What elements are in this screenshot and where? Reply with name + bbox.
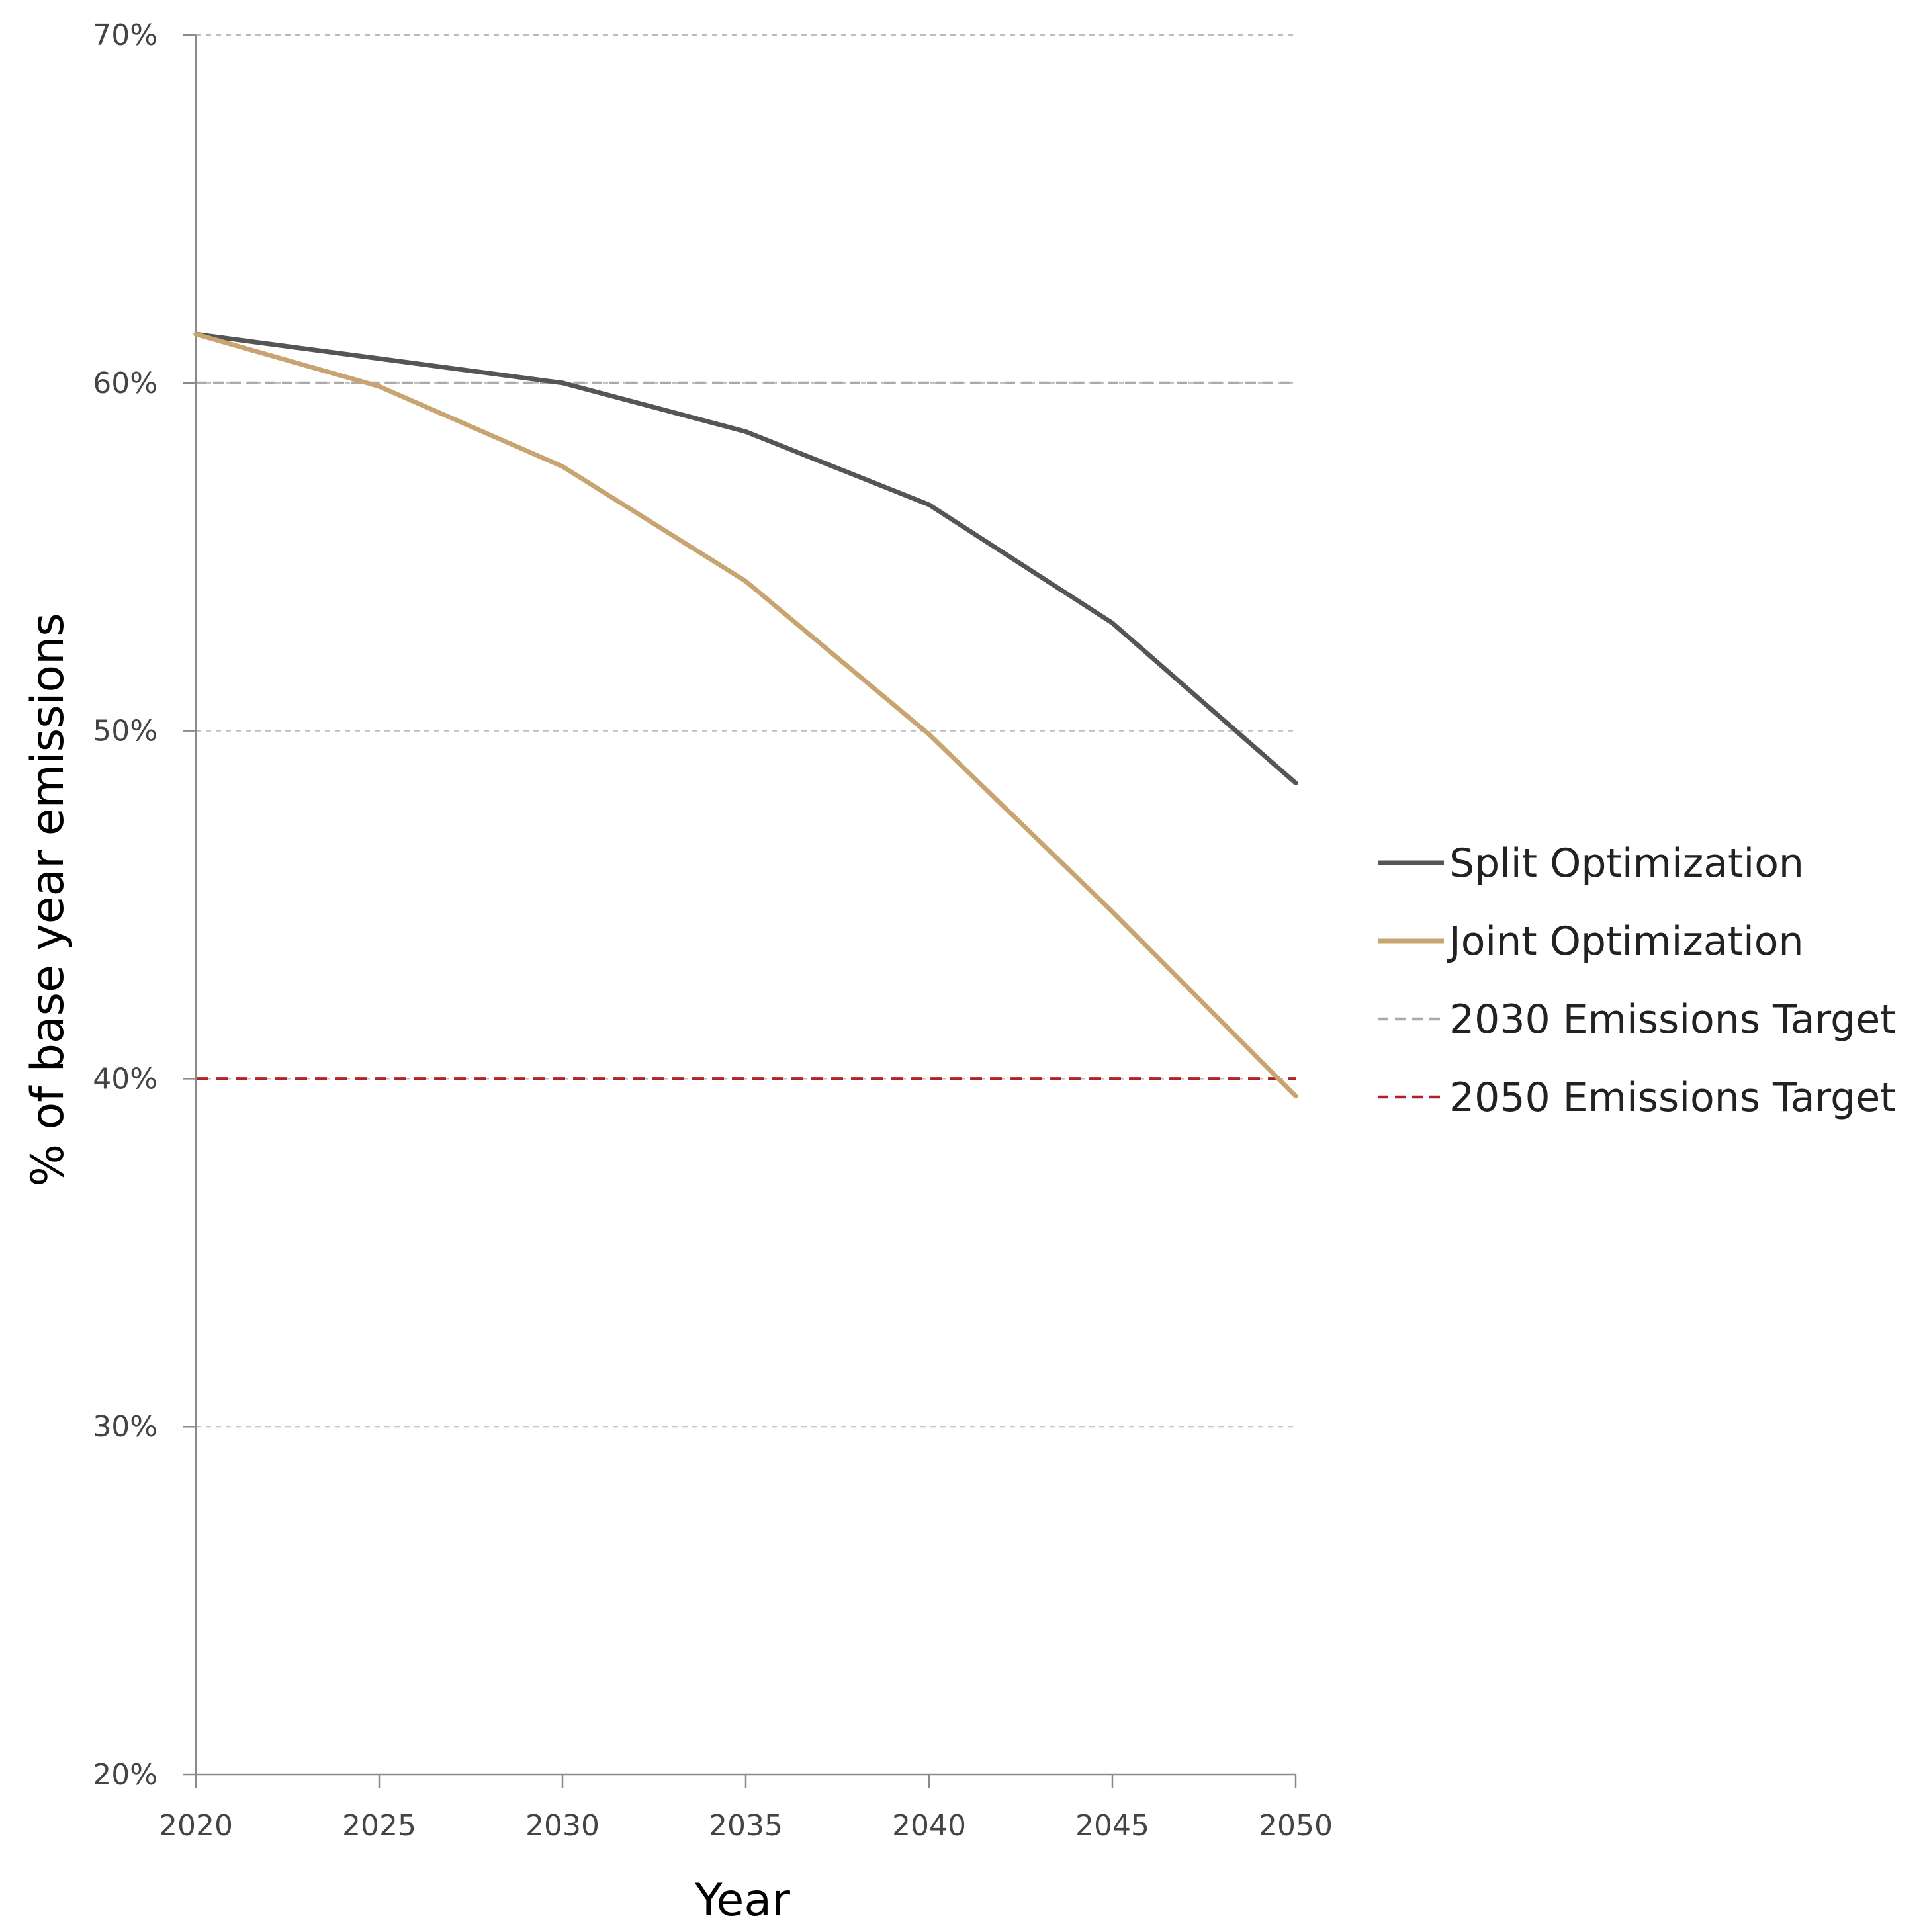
x-tick-label: 2030 (525, 1809, 600, 1843)
data-point (193, 331, 199, 337)
y-tick-label: 60% (93, 367, 157, 400)
x-tick-label: 2025 (342, 1809, 416, 1843)
axes (183, 34, 1297, 1788)
y-tick-label: 50% (93, 715, 157, 748)
series-line-joint-optimization (195, 331, 1298, 1098)
x-tick-label: 2045 (1075, 1809, 1149, 1843)
data-point (560, 380, 565, 386)
x-tick-label: 2040 (892, 1809, 966, 1843)
y-axis-title: % of base year emissions (22, 613, 74, 1186)
data-point (743, 429, 748, 434)
tick-labels: 20% 30% 40% 50% 60% 70% 2020 2025 2030 2035 2040 20… (93, 19, 1333, 1843)
y-tick-label: 40% (93, 1062, 157, 1096)
legend-label: Joint Optimization (1447, 918, 1804, 965)
legend-label: 2030 Emissions Target (1449, 996, 1896, 1043)
data-point (1110, 909, 1115, 914)
legend: Split Optimization Joint Optimization 2030… (1378, 840, 1896, 1121)
data-point (1293, 780, 1298, 785)
gridlines (196, 34, 1296, 1428)
data-point (743, 579, 748, 584)
data-point (560, 464, 565, 469)
series-lines (193, 331, 1298, 1099)
data-point (377, 384, 382, 389)
series-line-split-optimization (195, 331, 1298, 785)
data-point (926, 502, 932, 507)
data-point (377, 356, 382, 361)
data-point (1110, 621, 1115, 626)
reference-lines (196, 381, 1296, 1080)
x-axis-title: Year (694, 1874, 790, 1927)
legend-label: 2050 Emissions Target (1449, 1075, 1896, 1121)
y-tick-label: 70% (93, 19, 157, 52)
y-tick-label: 20% (93, 1758, 157, 1792)
x-tick-label: 2050 (1259, 1809, 1333, 1843)
x-tick-label: 2020 (159, 1809, 233, 1843)
data-point (1293, 1094, 1298, 1099)
x-tick-label: 2035 (709, 1809, 783, 1843)
y-tick-label: 30% (93, 1410, 157, 1444)
legend-label: Split Optimization (1449, 840, 1804, 887)
data-point (926, 732, 932, 737)
